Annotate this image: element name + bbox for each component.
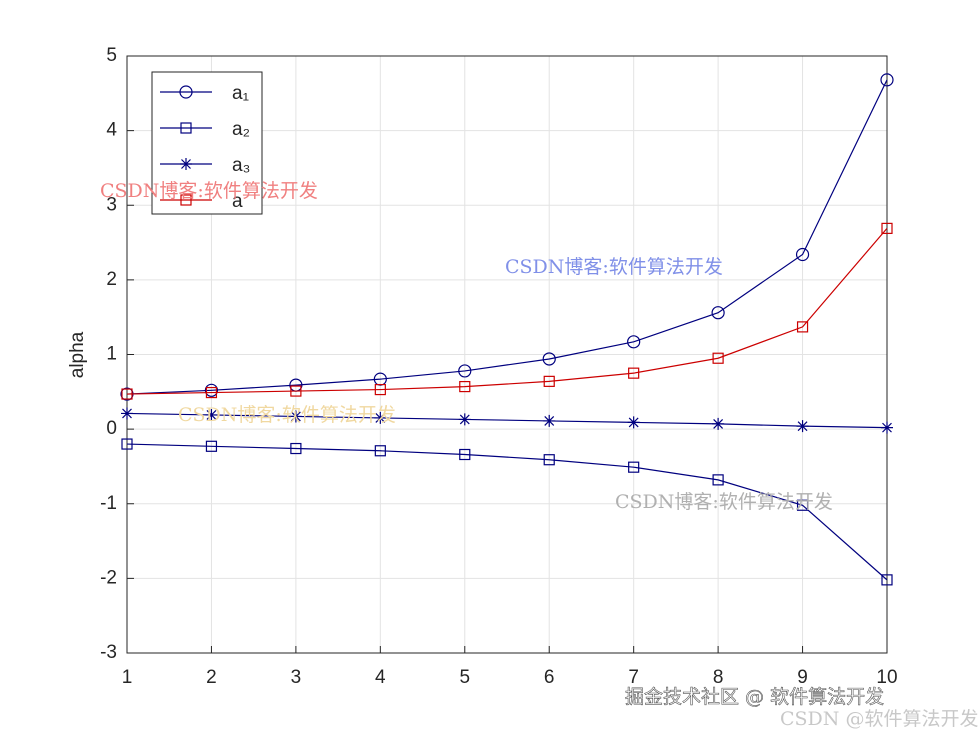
y-tick-label: -3 bbox=[100, 642, 117, 663]
marker bbox=[712, 352, 724, 364]
y-tick-label: 3 bbox=[106, 194, 117, 215]
marker bbox=[543, 375, 555, 387]
marker bbox=[459, 448, 471, 461]
marker bbox=[205, 408, 218, 421]
legend-label: a₂ bbox=[232, 119, 250, 140]
marker bbox=[290, 385, 302, 397]
watermark: CSDN @软件算法开发 bbox=[780, 708, 978, 730]
x-tick-label: 9 bbox=[797, 667, 808, 688]
y-tick-label: -2 bbox=[100, 567, 117, 588]
marker bbox=[290, 442, 302, 455]
x-tick-label: 7 bbox=[628, 667, 639, 688]
marker bbox=[543, 454, 555, 466]
legend-label: a bbox=[232, 191, 243, 212]
y-tick-label: 4 bbox=[106, 120, 117, 141]
marker bbox=[543, 414, 556, 427]
y-tick-label: 1 bbox=[106, 344, 117, 365]
marker bbox=[458, 364, 472, 378]
legend: a₁ a₂ a₃ a bbox=[151, 71, 263, 215]
watermark: CSDN博客:软件算法开发 bbox=[615, 491, 833, 513]
marker bbox=[627, 335, 641, 349]
marker bbox=[881, 421, 893, 434]
watermark: CSDN博客:软件算法开发 bbox=[178, 404, 396, 426]
legend-marker bbox=[180, 122, 192, 134]
series-line bbox=[126, 79, 888, 395]
x-tick-label: 6 bbox=[544, 667, 555, 688]
series-line bbox=[126, 443, 888, 581]
legend-marker bbox=[179, 85, 193, 99]
marker bbox=[205, 386, 218, 399]
marker bbox=[205, 440, 218, 452]
legend-label: a₃ bbox=[232, 155, 250, 176]
legend-marker bbox=[180, 194, 192, 206]
marker bbox=[459, 380, 471, 393]
legend-label: a₁ bbox=[232, 83, 249, 104]
x-tick-label: 3 bbox=[291, 667, 302, 688]
marker bbox=[712, 417, 725, 430]
marker bbox=[795, 247, 810, 262]
x-tick-label: 10 bbox=[876, 667, 897, 688]
marker bbox=[121, 438, 133, 450]
marker bbox=[374, 445, 386, 457]
marker bbox=[458, 413, 471, 426]
legend-marker bbox=[180, 158, 192, 170]
marker bbox=[289, 410, 302, 423]
axes-box bbox=[126, 55, 888, 654]
watermark: CSDN博客:软件算法开发 bbox=[100, 180, 318, 202]
marker bbox=[121, 388, 133, 400]
y-axis-label: alpha bbox=[67, 331, 88, 378]
marker bbox=[711, 306, 725, 320]
watermark: 掘金技术社区 @ 软件算法开发 bbox=[625, 686, 884, 708]
y-tick-label: 0 bbox=[106, 418, 117, 439]
marker bbox=[881, 574, 893, 586]
x-tick-label: 8 bbox=[713, 667, 724, 688]
marker bbox=[712, 474, 724, 486]
marker bbox=[796, 499, 809, 511]
x-tick-label: 1 bbox=[122, 667, 133, 688]
marker bbox=[796, 420, 809, 433]
marker bbox=[627, 416, 640, 429]
marker bbox=[542, 352, 556, 366]
marker bbox=[628, 367, 640, 379]
marker bbox=[374, 383, 386, 396]
series-line bbox=[126, 227, 888, 395]
marker bbox=[204, 383, 219, 397]
marker bbox=[374, 411, 387, 424]
y-tick-label: 5 bbox=[106, 45, 117, 66]
x-tick-label: 2 bbox=[206, 667, 217, 688]
legend-box bbox=[151, 71, 263, 215]
y-tick-label: 2 bbox=[106, 269, 117, 290]
y-tick-label: -1 bbox=[100, 493, 117, 514]
marker bbox=[796, 321, 809, 333]
marker bbox=[628, 461, 640, 473]
marker bbox=[881, 222, 893, 234]
x-tick-label: 5 bbox=[459, 667, 470, 688]
x-tick-label: 4 bbox=[375, 667, 386, 688]
watermark: CSDN博客:软件算法开发 bbox=[505, 256, 723, 278]
marker bbox=[880, 73, 894, 87]
series-line bbox=[126, 412, 888, 429]
marker bbox=[121, 407, 133, 420]
